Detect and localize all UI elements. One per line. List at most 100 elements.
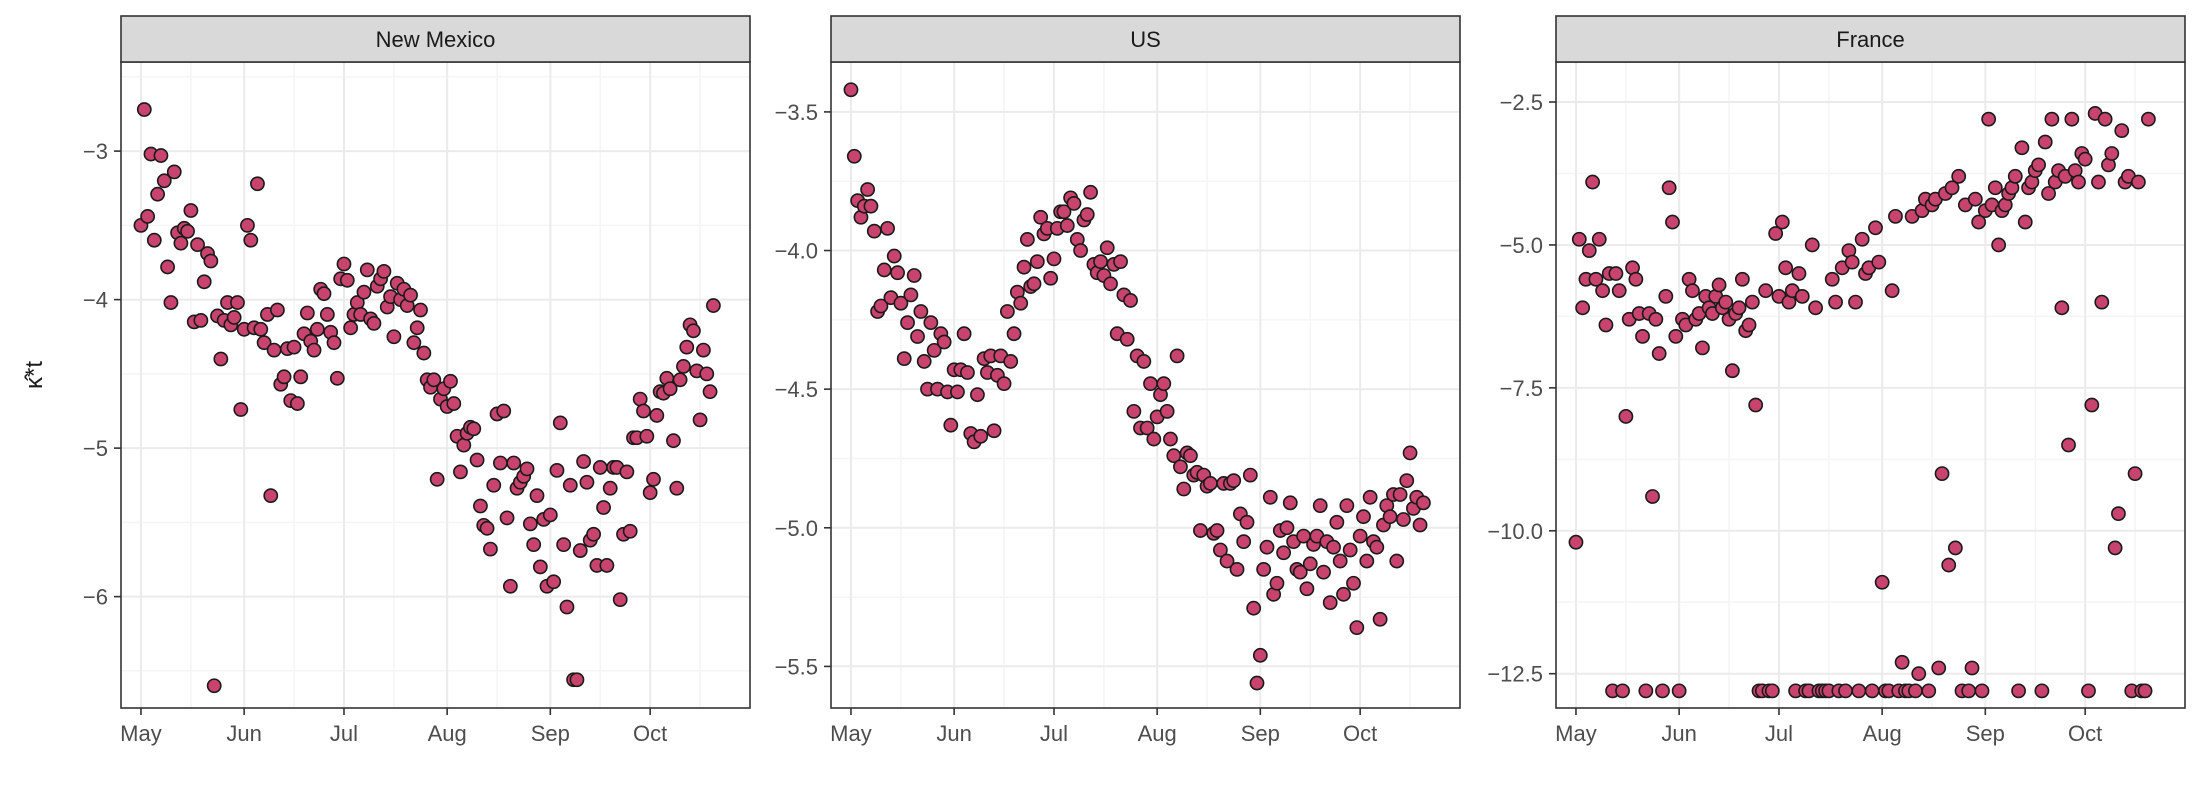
data-point (160, 259, 175, 275)
data-point (705, 298, 721, 313)
data-point (1093, 254, 1108, 270)
strip-title: France (1836, 27, 1904, 52)
data-point (1239, 514, 1255, 530)
data-point (1156, 376, 1172, 392)
data-point (2011, 683, 2026, 699)
data-point (1073, 243, 1089, 258)
data-point (339, 272, 355, 288)
facet-panels: New Mexico May Jun Jul Aug Sep Oct −3 −4 −5 −6 US Ma… (83, 15, 2186, 746)
data-point (2127, 466, 2143, 482)
data-point (1139, 420, 1155, 436)
data-point (1119, 331, 1135, 347)
data-point (1169, 348, 1185, 364)
data-point (1854, 231, 1870, 247)
data-point (233, 402, 249, 417)
strip-background (1555, 15, 2186, 63)
strip-background (830, 15, 1461, 63)
data-point (1163, 431, 1178, 447)
x-tick-label: Jun (226, 721, 261, 746)
data-point (1774, 214, 1790, 230)
data-point (973, 428, 989, 444)
data-point (1146, 431, 1162, 447)
data-point (1871, 254, 1887, 270)
data-point (1971, 214, 1987, 230)
x-tick-label: Aug (1138, 721, 1177, 746)
data-point (1176, 481, 1192, 497)
data-point (1974, 683, 1990, 699)
data-point (180, 223, 195, 239)
data-point (649, 408, 665, 423)
data-point (1598, 317, 1614, 333)
data-point (602, 480, 618, 496)
x-tick-label: Jul (330, 721, 358, 746)
data-point (1824, 271, 1840, 287)
data-point (250, 176, 265, 192)
data-point (2094, 294, 2110, 310)
data-point (1332, 553, 1348, 569)
data-point (293, 369, 309, 385)
data-point (1794, 288, 1810, 304)
data-point (1202, 476, 1218, 491)
data-point (1006, 326, 1022, 342)
data-point (416, 345, 432, 361)
data-point (1764, 683, 1780, 699)
data-point (1236, 534, 1252, 550)
data-point (2054, 300, 2070, 316)
data-point (672, 372, 688, 388)
data-point (1947, 540, 1963, 556)
data-point (1056, 204, 1072, 220)
data-point (1808, 300, 1823, 316)
y-tick-label: −7.5 (1500, 376, 1543, 401)
data-point (1349, 620, 1365, 635)
data-point (2081, 683, 2096, 699)
data-point (1874, 574, 1890, 590)
strip-background (120, 15, 751, 63)
data-point (1356, 509, 1371, 525)
y-tick-label: −4 (83, 288, 108, 313)
data-point (1229, 561, 1245, 577)
data-point (676, 359, 691, 374)
data-point (1019, 232, 1035, 247)
data-point (2107, 540, 2123, 556)
x-tick-label: Aug (428, 721, 467, 746)
data-point (1588, 271, 1604, 287)
data-point (499, 510, 515, 526)
data-point (1638, 683, 1654, 699)
data-point (526, 537, 542, 553)
y-tick-label: −5.0 (1500, 233, 1543, 258)
data-point (466, 421, 482, 437)
data-point (1661, 180, 1677, 196)
data-point (1741, 317, 1757, 333)
data-point (2014, 140, 2030, 156)
data-point (926, 342, 942, 358)
data-point (1908, 683, 1923, 699)
data-point (1276, 545, 1292, 561)
data-point (1711, 277, 1727, 293)
data-point (1911, 666, 1927, 682)
x-tick-label: Oct (2068, 721, 2102, 746)
data-point (1382, 509, 1398, 525)
data-point (1126, 403, 1142, 419)
data-point (356, 284, 372, 300)
data-point (1173, 459, 1188, 475)
data-point (1921, 683, 1937, 699)
data-point (1329, 514, 1345, 530)
data-point (1066, 195, 1082, 211)
data-point (270, 302, 285, 318)
y-tick-label: −4.5 (775, 377, 818, 402)
data-point (1412, 517, 1428, 533)
data-point (549, 462, 565, 478)
y-axis-title-text: κ̂*t (21, 361, 48, 389)
data-point (2071, 174, 2086, 190)
data-point (1611, 283, 1627, 299)
data-point (1369, 539, 1385, 555)
data-point (1575, 300, 1591, 316)
data-point (1392, 487, 1408, 502)
data-point (329, 370, 345, 386)
data-point (1099, 240, 1115, 256)
data-point (1591, 231, 1607, 247)
data-point (253, 321, 269, 337)
data-point (1658, 288, 1674, 304)
data-point (662, 381, 678, 397)
data-point (532, 559, 548, 575)
